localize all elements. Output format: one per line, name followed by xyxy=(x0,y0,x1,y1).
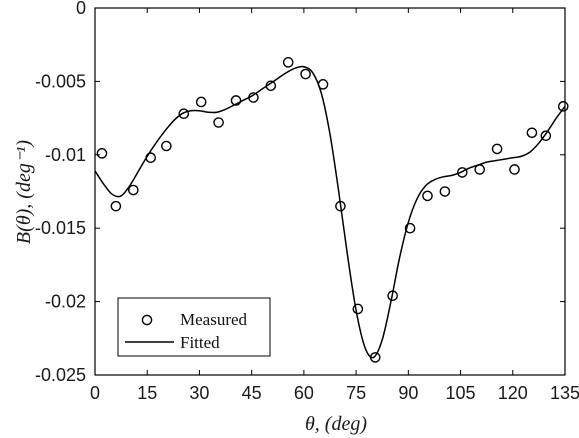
measured-point xyxy=(369,352,381,363)
y-tick-label: -0.01 xyxy=(45,145,86,165)
measured-point xyxy=(439,186,451,197)
measured-point xyxy=(248,92,259,103)
measured-point xyxy=(422,190,433,202)
measured-point xyxy=(145,152,157,164)
x-tick-label: 15 xyxy=(137,383,157,403)
x-tick-label: 0 xyxy=(90,383,100,403)
x-axis-label: θ, (deg) xyxy=(305,413,367,435)
measured-point xyxy=(282,57,294,68)
measured-point xyxy=(456,167,468,178)
legend-marker-measured xyxy=(141,314,153,326)
measured-point xyxy=(540,130,552,142)
x-tick-label: 45 xyxy=(242,383,262,403)
measured-point xyxy=(491,143,503,155)
measured-point xyxy=(300,68,311,80)
legend-label-fitted: Fitted xyxy=(180,333,220,352)
measured-point xyxy=(110,200,122,212)
x-tick-label: 75 xyxy=(346,383,366,403)
x-tick-label: 135 xyxy=(550,383,579,403)
y-tick-label: 0 xyxy=(76,0,86,18)
y-tick-label: -0.015 xyxy=(35,218,86,238)
y-tick-label: -0.005 xyxy=(35,71,86,91)
measured-point xyxy=(317,79,329,90)
measured-point xyxy=(195,96,207,108)
y-tick-label: -0.02 xyxy=(45,292,86,312)
fitted-curve-layer xyxy=(94,65,566,359)
measured-point xyxy=(509,164,520,175)
measured-point xyxy=(96,148,108,159)
x-tick-label: 30 xyxy=(189,383,209,403)
measured-point xyxy=(161,140,172,152)
measured-point xyxy=(265,80,277,92)
fitted-curve xyxy=(94,65,566,359)
legend-box xyxy=(117,297,271,357)
measured-point xyxy=(404,222,416,234)
tick-layer: 0 15 30 45 60 75 90 105 120 135 0 -0.005 -0.01 -0.015… xyxy=(35,0,579,403)
measured-point xyxy=(474,164,486,175)
measured-point xyxy=(352,303,364,315)
y-axis-label: B(θ), (deg⁻¹) xyxy=(13,140,35,244)
x-tick-label: 60 xyxy=(294,383,314,403)
measured-point xyxy=(557,101,569,112)
measured-point xyxy=(387,290,398,302)
axis-label-layer: θ, (deg) B(θ), (deg⁻¹) xyxy=(13,140,367,435)
measured-point xyxy=(178,108,190,119)
measured-point xyxy=(213,117,224,128)
legend: Measured Fitted xyxy=(117,297,271,357)
measured-markers-layer xyxy=(96,57,569,363)
legend-label-measured: Measured xyxy=(180,310,248,329)
measured-point xyxy=(526,127,538,139)
measured-point xyxy=(127,184,139,196)
x-tick-label: 90 xyxy=(398,383,418,403)
y-tick-label: -0.025 xyxy=(35,365,86,385)
x-tick-label: 105 xyxy=(446,383,476,403)
measured-point xyxy=(335,200,346,212)
measured-point xyxy=(230,95,242,106)
x-tick-label: 120 xyxy=(498,383,528,403)
